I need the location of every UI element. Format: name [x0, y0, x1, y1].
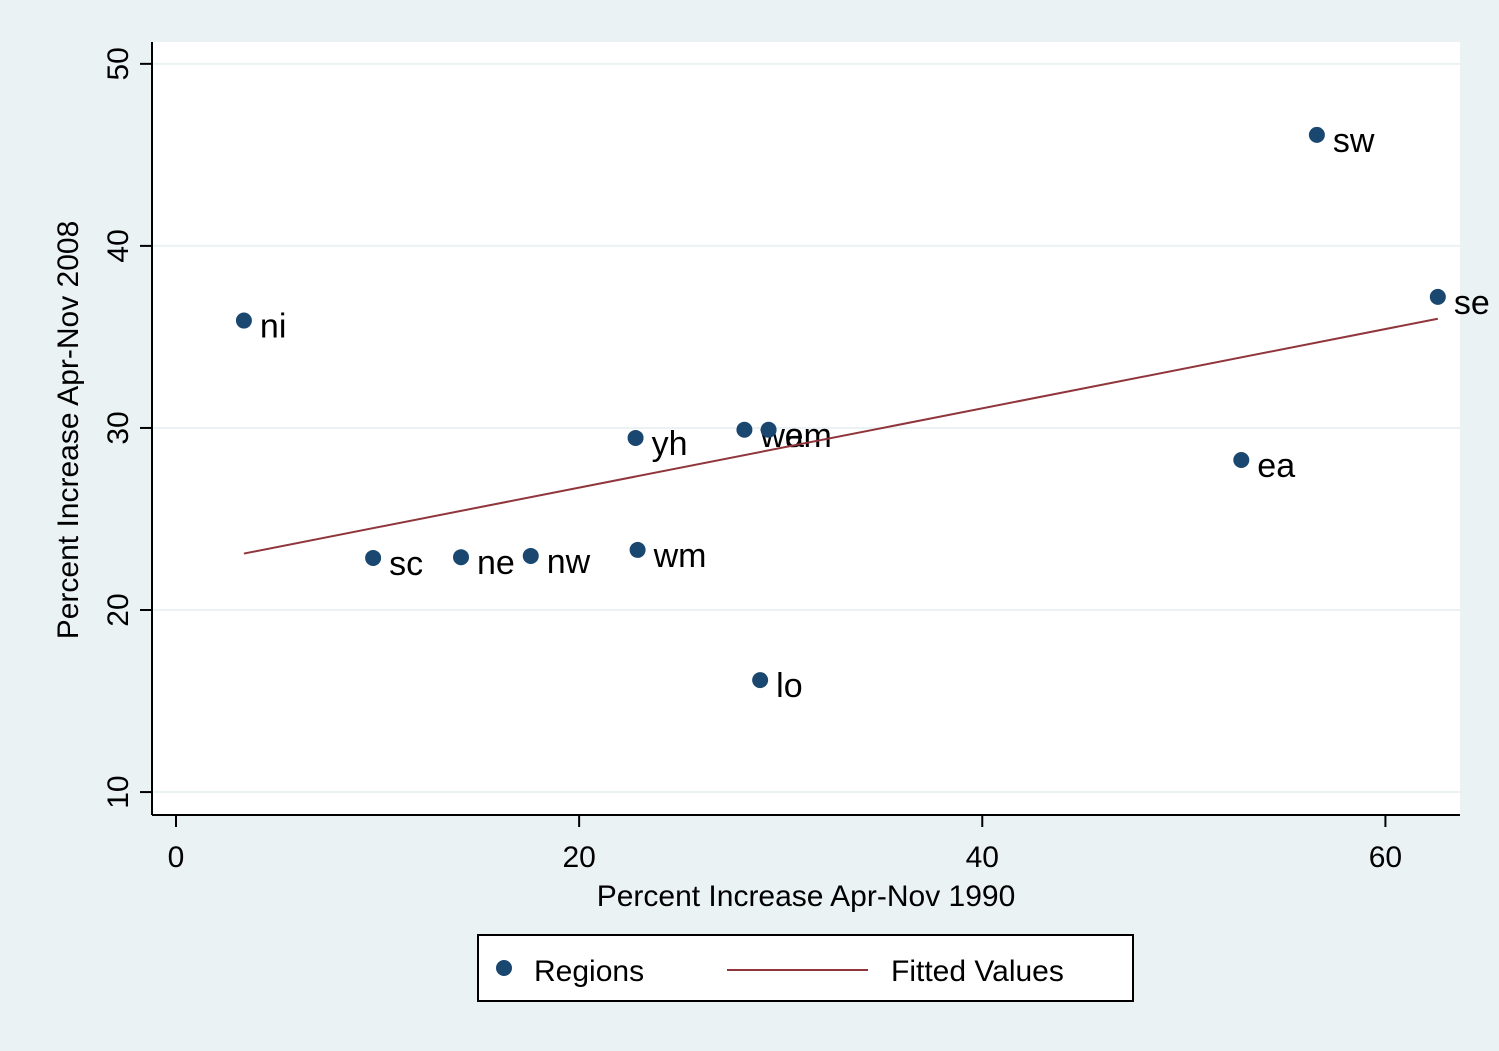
- point-label: se: [1454, 284, 1490, 322]
- point: [1429, 288, 1446, 305]
- legend-label: Fitted Values: [891, 955, 1064, 988]
- point: [629, 541, 646, 558]
- point: [522, 547, 539, 564]
- point-label: ne: [477, 544, 515, 582]
- y-tick-label: 20: [102, 593, 135, 626]
- y-tick-label: 50: [102, 47, 135, 80]
- point-label: ea: [1257, 447, 1295, 485]
- y-tick-label: 10: [102, 775, 135, 808]
- point: [627, 429, 644, 446]
- y-tick-label: 40: [102, 229, 135, 262]
- point: [736, 421, 753, 438]
- point: [235, 312, 252, 329]
- x-tick-label: 60: [1369, 841, 1402, 874]
- point-label: sw: [1333, 122, 1375, 160]
- point-label: sc: [389, 545, 423, 583]
- fitted-line: [243, 317, 1439, 555]
- legend-key: [496, 960, 512, 976]
- point-label: yh: [652, 425, 688, 463]
- x-tick-label: 20: [562, 841, 595, 874]
- point-label: lo: [776, 667, 802, 705]
- point: [1233, 451, 1250, 468]
- point-label: ni: [260, 308, 286, 346]
- point-label: em: [785, 417, 832, 455]
- point: [752, 672, 769, 689]
- y-tick-label: 30: [102, 411, 135, 444]
- y-axis-title: Percent Increase Apr-Nov 2008: [52, 221, 85, 640]
- point-label: nw: [547, 543, 591, 581]
- point: [453, 549, 470, 566]
- x-axis-title: Percent Increase Apr-Nov 1990: [597, 880, 1016, 913]
- x-tick-label: 40: [966, 841, 999, 874]
- point-label: wm: [653, 537, 707, 575]
- legend: [477, 934, 1134, 1002]
- point: [1308, 126, 1325, 143]
- legend-label: Regions: [534, 955, 644, 988]
- point: [760, 421, 777, 438]
- point: [365, 549, 382, 566]
- x-tick-label: 0: [168, 841, 185, 874]
